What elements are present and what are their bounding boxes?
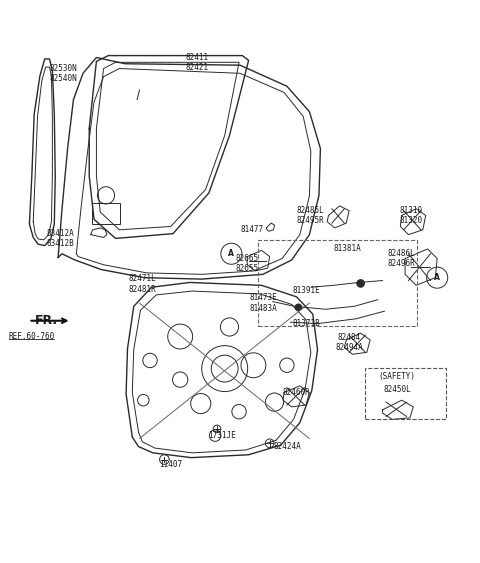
Text: 82450L: 82450L <box>383 385 411 394</box>
Text: 81381A: 81381A <box>334 244 361 253</box>
Text: 81310
81320: 81310 81320 <box>400 205 423 225</box>
Text: 1731JE: 1731JE <box>208 431 236 440</box>
Text: 82471L
82481R: 82471L 82481R <box>128 274 156 293</box>
Text: 83412A
83412B: 83412A 83412B <box>47 229 74 248</box>
Text: 81371B: 81371B <box>292 319 320 328</box>
Text: 82486L
82496R: 82486L 82496R <box>388 249 416 268</box>
Circle shape <box>295 304 302 311</box>
Text: 81391E: 81391E <box>292 285 320 294</box>
Text: 82665
82655: 82665 82655 <box>236 253 259 273</box>
Text: 82530N
82540N: 82530N 82540N <box>49 64 77 83</box>
Text: REF.60-760: REF.60-760 <box>9 332 55 341</box>
Text: 82484
82494A: 82484 82494A <box>335 333 363 352</box>
Text: 82411
82421: 82411 82421 <box>185 52 208 72</box>
Text: 82460R: 82460R <box>283 388 311 397</box>
Text: (SAFETY): (SAFETY) <box>379 372 416 381</box>
Circle shape <box>357 280 364 287</box>
Text: 81473E
81483A: 81473E 81483A <box>249 293 277 312</box>
Text: A: A <box>434 273 440 282</box>
Text: A: A <box>228 249 234 258</box>
Text: 82485L
82495R: 82485L 82495R <box>297 205 324 225</box>
Text: 11407: 11407 <box>159 460 182 469</box>
Text: FR.: FR. <box>35 314 58 327</box>
Text: 82424A: 82424A <box>273 442 301 451</box>
Text: 81477: 81477 <box>240 225 264 234</box>
